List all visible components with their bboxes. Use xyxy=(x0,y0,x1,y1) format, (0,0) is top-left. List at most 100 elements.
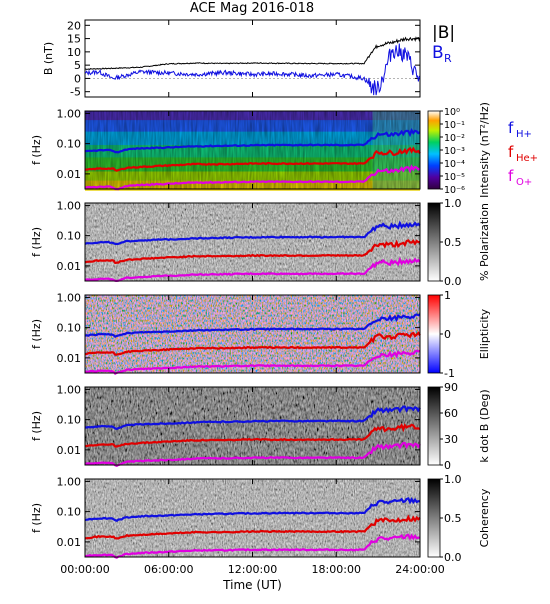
colorbar-tick-label: 10⁻¹ xyxy=(444,120,465,131)
ellipticity-colorbar-label: Ellipticity xyxy=(478,308,491,359)
f-ytick-label: 0.10 xyxy=(57,230,82,243)
b-ytick-label: 10 xyxy=(67,46,81,59)
intensity-colorbar xyxy=(427,110,441,190)
legend-b-total: |B| xyxy=(432,23,455,43)
o-plus-line xyxy=(84,533,421,559)
colorbar-tick-label: 1 xyxy=(444,289,451,302)
xtick-label: 18:00:00 xyxy=(312,563,361,576)
legend-f-h-plus: f xyxy=(508,119,514,137)
panel-b-frame xyxy=(84,19,421,98)
f-ytick-label: 0.01 xyxy=(57,536,82,549)
colorbar-tick-label: 1.0 xyxy=(444,473,462,486)
f-ytick-label: 0.01 xyxy=(57,260,82,273)
f-ytick-label: 0.10 xyxy=(57,506,82,519)
ellipticity-background xyxy=(85,295,420,373)
coherency-colorbar-label: Coherency xyxy=(478,488,491,547)
b-total-line xyxy=(85,36,420,71)
f-ytick-label: 1.00 xyxy=(57,383,82,396)
colorbar-tick-label: 10⁻⁵ xyxy=(444,172,465,183)
f-axis-label: f (Hz) xyxy=(30,503,43,533)
o-plus-line xyxy=(84,441,421,467)
f-ytick-label: 0.01 xyxy=(57,352,82,365)
polarization-background xyxy=(85,203,420,281)
colorbar-tick-label: 10⁰ xyxy=(444,107,460,118)
colorbar-tick-label: 1.0 xyxy=(444,197,462,210)
k-dot-b-colorbar xyxy=(427,386,441,466)
b-r-line xyxy=(85,43,420,96)
polarization-colorbar-label: % Polarization xyxy=(478,203,491,281)
b-axis-label: B (nT) xyxy=(42,42,55,75)
legend-b-r-sub: R xyxy=(444,52,452,65)
colorbar-tick-label: 90 xyxy=(444,381,458,394)
k-dot-b-background xyxy=(85,387,420,465)
f-axis-label: f (Hz) xyxy=(30,135,43,165)
xtick-label: 24:00:00 xyxy=(395,563,444,576)
panel-ellipticity xyxy=(85,295,420,373)
o-plus-line xyxy=(84,349,421,375)
coherency-colorbar xyxy=(427,478,441,558)
x-axis-label: Time (UT) xyxy=(222,578,282,592)
colorbar-tick-label: 10⁻³ xyxy=(444,146,465,157)
k-dot-b-colorbar-label: k dot B (Deg) xyxy=(478,389,491,462)
colorbar-tick-label: 0.0 xyxy=(444,275,462,288)
f-ytick-label: 0.10 xyxy=(57,138,82,151)
f-ytick-label: 0.01 xyxy=(57,444,82,457)
b-ytick-label: -5 xyxy=(70,86,81,99)
f-ytick-label: 1.00 xyxy=(57,291,82,304)
panel-intensity xyxy=(85,111,420,191)
he-plus-line xyxy=(84,239,420,265)
xtick-label: 06:00:00 xyxy=(144,563,193,576)
f-ytick-label: 1.00 xyxy=(57,107,82,120)
colorbar-tick-label: 0 xyxy=(444,459,451,472)
colorbar-tick-label: 10⁻⁶ xyxy=(444,185,465,196)
colorbar-tick-label: 0.5 xyxy=(444,236,462,249)
he-plus-line xyxy=(84,331,421,356)
coherency-background xyxy=(85,479,420,557)
h-plus-line xyxy=(84,313,421,339)
colorbar-tick-label: 60 xyxy=(444,407,458,420)
colorbar-tick-label: -1 xyxy=(444,367,455,380)
legend-f-he-plus: f xyxy=(508,143,514,161)
f-ytick-label: 1.00 xyxy=(57,475,82,488)
h-plus-line xyxy=(84,128,421,154)
intensity-colorbar-label: Intensity (nT²/Hz) xyxy=(478,102,491,198)
f-ytick-label: 0.10 xyxy=(57,414,82,427)
o-plus-line xyxy=(85,164,421,191)
colorbar-tick-label: 0 xyxy=(444,328,451,341)
panel-coherency xyxy=(85,479,420,557)
panel-polarization xyxy=(85,203,420,281)
colorbar-tick-label: 10⁻² xyxy=(444,133,465,144)
he-plus-line xyxy=(84,422,421,448)
h-plus-line xyxy=(84,496,421,523)
colorbar-tick-label: 0.5 xyxy=(444,512,462,525)
intensity-texture xyxy=(85,111,420,189)
he-plus-line xyxy=(84,146,421,172)
xtick-label: 00:00:00 xyxy=(60,563,109,576)
legend-f-he-plus-sub: He+ xyxy=(516,153,538,164)
f-ytick-label: 0.01 xyxy=(57,168,82,181)
colorbar-tick-label: 0.0 xyxy=(444,551,462,564)
he-plus-line xyxy=(84,514,421,540)
h-plus-line xyxy=(84,220,421,246)
legend-f-h-plus-sub: H+ xyxy=(516,129,532,140)
f-axis-label: f (Hz) xyxy=(30,227,43,257)
b-ytick-label: 20 xyxy=(67,19,81,32)
f-axis-label: f (Hz) xyxy=(30,411,43,441)
polarization-colorbar xyxy=(427,202,441,282)
legend-f-o-plus-sub: O+ xyxy=(516,177,532,188)
colorbar-tick-label: 10⁻⁴ xyxy=(444,159,465,170)
ellipticity-colorbar xyxy=(427,294,441,374)
legend-b-r: B xyxy=(432,43,444,63)
h-plus-line xyxy=(84,405,421,431)
b-ytick-label: 5 xyxy=(74,59,81,72)
b-ytick-label: 0 xyxy=(74,72,81,85)
figure-title: ACE Mag 2016-018 xyxy=(190,1,314,16)
colorbar-tick-label: 30 xyxy=(444,433,458,446)
xtick-label: 12:00:00 xyxy=(228,563,277,576)
b-ytick-label: 15 xyxy=(67,33,81,46)
f-axis-label: f (Hz) xyxy=(30,319,43,349)
o-plus-line xyxy=(84,256,421,283)
f-ytick-label: 1.00 xyxy=(57,199,82,212)
